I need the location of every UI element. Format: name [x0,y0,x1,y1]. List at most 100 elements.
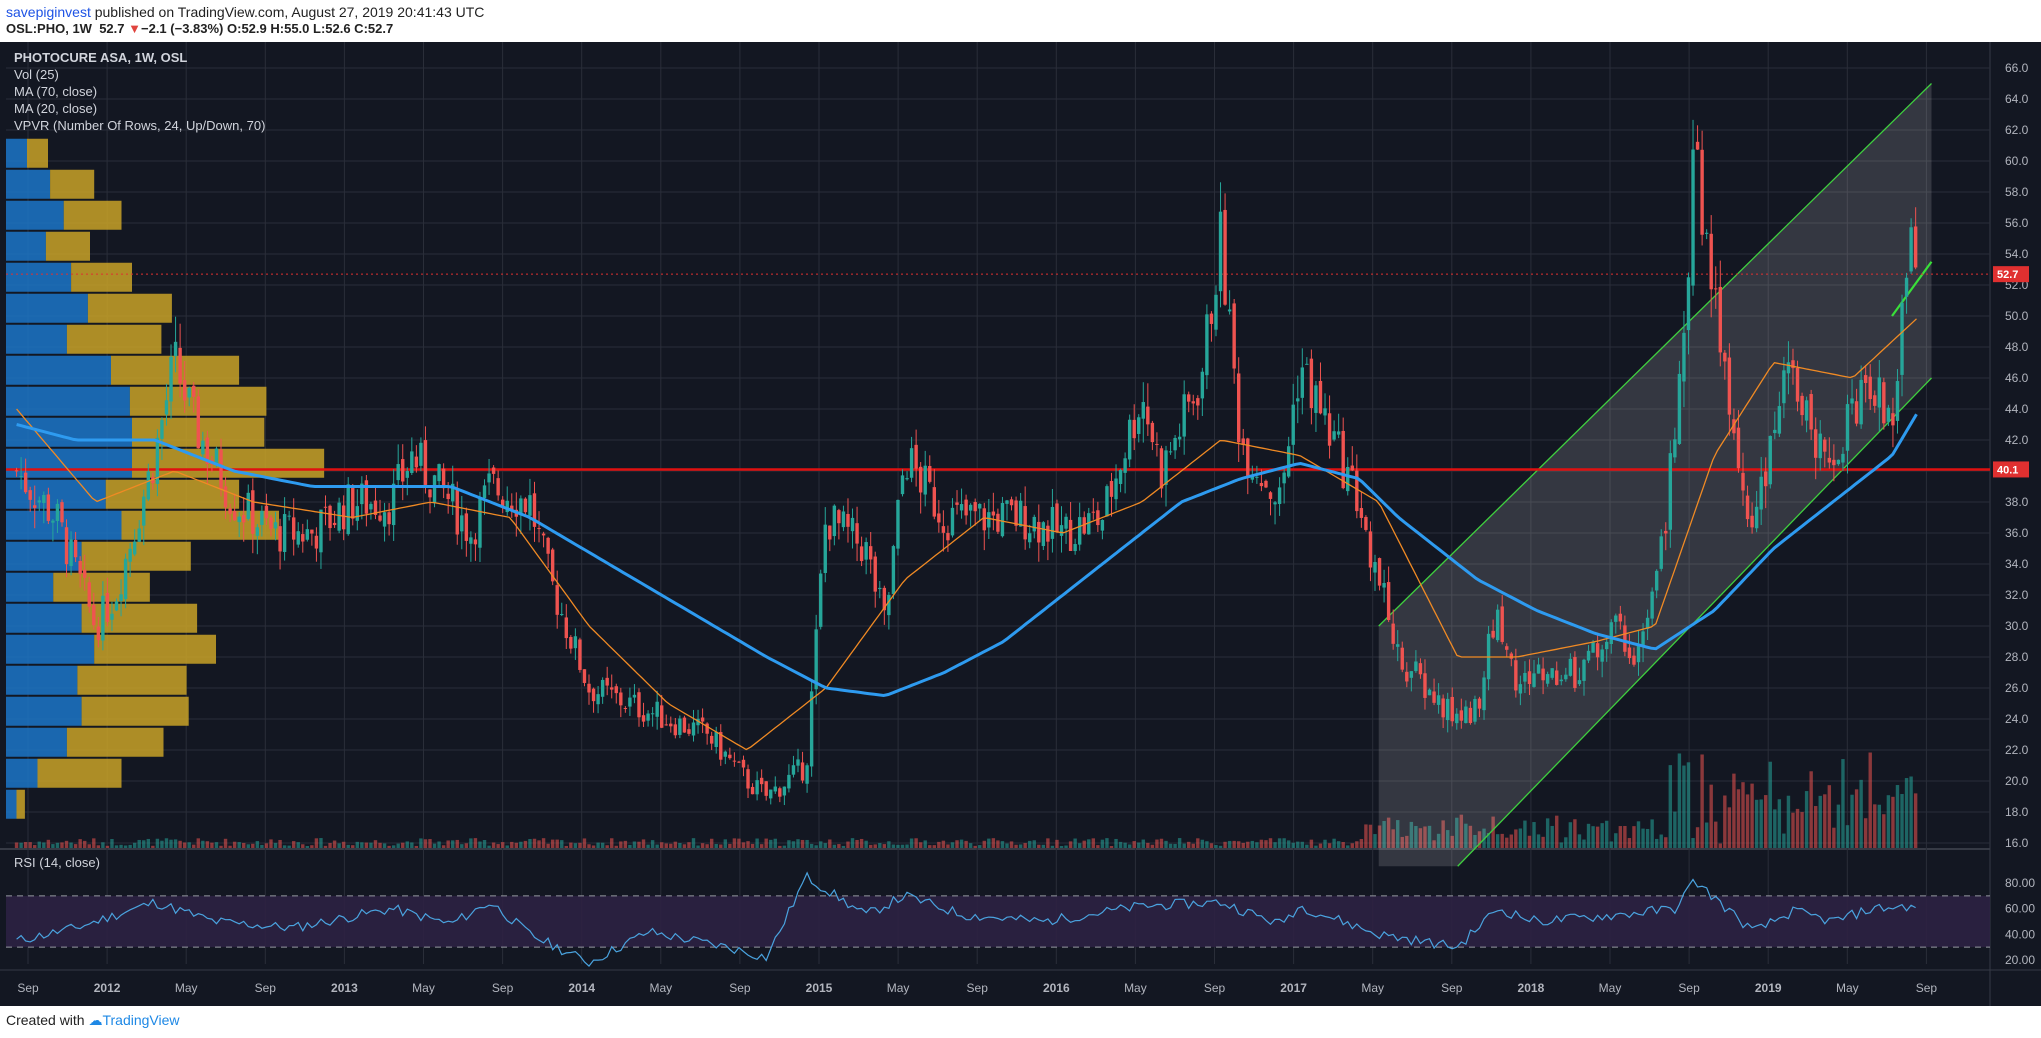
volume-bar [1577,834,1582,848]
volume-bar [337,843,341,848]
tradingview-link[interactable]: TradingView [102,1012,180,1028]
volume-bar [1064,845,1068,848]
candle-body [759,777,764,785]
candle-body [1609,622,1613,645]
candle-body [1373,562,1377,573]
volume-bar [714,844,718,848]
volume-bar [232,841,237,848]
price-change: −2.1 (−3.83%) [141,21,224,36]
volume-bar [673,841,678,848]
volume-bar [1564,837,1568,848]
candle-body [42,495,46,503]
candle-body [205,437,210,464]
candle-body [237,516,241,523]
candle-body [1582,659,1586,681]
volume-bar [855,839,859,848]
volume-bar [1282,838,1286,848]
candle-body [296,531,300,545]
candle-body [1605,641,1609,650]
price-axis-label: 16.0 [2005,836,2029,850]
candle-body [1536,664,1541,674]
volume-bar [96,845,101,848]
time-axis-label: Sep [1441,981,1463,995]
volume-bar [1723,795,1727,848]
volume-bar [1677,753,1682,848]
volume-bar [1077,843,1082,848]
candle-body [1564,674,1568,680]
volume-bar [378,842,382,848]
volume-bar [1141,839,1145,848]
volume-bar [1068,841,1073,848]
candle-body [1541,668,1545,681]
volume-bar [791,841,796,848]
volume-bar [128,844,132,848]
volume-bar [1214,845,1218,848]
time-axis-label: May [412,981,435,995]
volume-bar [678,843,682,848]
candle-body [401,459,405,482]
candle-body [410,451,414,473]
volume-bar [832,844,837,848]
time-axis-label: May [1124,981,1147,995]
candle-body [291,517,296,540]
candle-body [510,505,514,512]
candle-body [1750,515,1754,528]
candle-body [1032,516,1036,532]
volume-bar [51,844,55,848]
candle-body [1282,472,1286,484]
volume-bar [1059,845,1064,848]
volume-bar [578,842,582,848]
volume-bar [42,842,46,848]
volume-bar [941,840,946,848]
symbol-quote: OSL:PHO, 1W 52.7 ▼−2.1 (−3.83%) O:52.9 H… [6,21,393,36]
candle-body [1527,671,1532,685]
candle-body [1627,647,1632,659]
volume-bar [282,845,287,848]
volume-bar [1718,843,1722,848]
volume-bar [1323,839,1327,848]
volume-bar [1150,844,1155,848]
volume-bar [1550,825,1554,848]
candle-body [1409,671,1414,678]
candle-body [1314,385,1318,413]
candle-body [1246,438,1250,476]
vpvr-down-bar [77,665,187,695]
volume-bar [1618,826,1623,848]
candle-body [1091,511,1096,513]
candle-body [1700,149,1704,235]
volume-bar [255,841,260,848]
volume-bar [1695,827,1700,848]
candle-body [769,789,773,799]
volume-bar [223,838,228,848]
candle-body [137,528,141,542]
candle-body [428,489,432,498]
volume-bar [1573,819,1577,848]
candle-body [1714,288,1718,290]
volume-bar [610,838,614,848]
candle-body [160,420,164,439]
candle-body [114,601,119,611]
volume-bar [1118,841,1123,848]
time-axis-label: Sep [1678,981,1700,995]
volume-bar [619,841,623,848]
candle-body [1777,406,1782,434]
candle-body [323,506,328,508]
candle-body [1227,309,1232,312]
volume-bar [1477,831,1482,848]
volume-bar [1795,808,1800,848]
volume-bar [560,840,564,848]
author-link[interactable]: savepiginvest [6,4,91,20]
volume-bar [846,841,850,848]
volume-bar [1473,834,1477,848]
time-axis-label: Sep [967,981,989,995]
candle-body [909,448,914,478]
candle-body [173,341,178,357]
chart-canvas[interactable]: Sep 2012 May Sep 2013 May Sep 2014 May Sep 2015 May… [0,42,2041,1006]
volume-bar [1396,820,1400,848]
price-axis-label: 56.0 [2005,216,2029,230]
candle-body [1695,141,1700,150]
candle-body [1495,609,1500,641]
rsi-axis-label: 40.00 [2005,927,2035,941]
candle-body [1427,689,1432,696]
axes: Sep 2012 May Sep 2013 May Sep 2014 May Sep 2015 May… [17,61,2035,995]
